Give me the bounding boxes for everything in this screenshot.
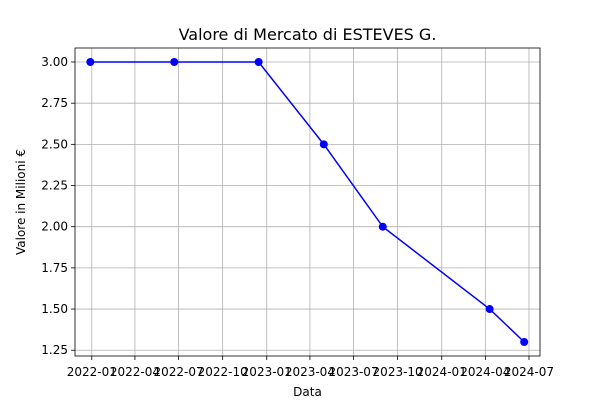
plot-series: [86, 58, 529, 346]
y-tick-label: 1.25: [41, 343, 68, 357]
y-tick-label: 1.50: [41, 302, 68, 316]
x-axis-ticks: 2022-012022-042022-072022-102023-012023-…: [67, 356, 554, 379]
x-tick-label: 2022-01: [67, 365, 117, 379]
series-line: [90, 61, 525, 343]
x-tick-label: 2023-04: [285, 365, 335, 379]
y-axis-ticks: 1.25 1.50 1.75 2.00 2.25 2.50 2.75 3.00: [41, 55, 75, 357]
data-point: [86, 58, 95, 66]
y-tick-label: 2.00: [41, 220, 68, 234]
y-tick-label: 2.25: [41, 179, 68, 193]
x-tick-label: 2022-04: [110, 365, 160, 379]
chart-title: Valore di Mercato di ESTEVES G.: [179, 25, 437, 44]
grid: [75, 48, 540, 356]
x-tick-label: 2024-04: [460, 365, 510, 379]
x-tick-label: 2023-07: [328, 365, 378, 379]
x-tick-label: 2024-07: [504, 365, 554, 379]
y-tick-label: 2.75: [41, 96, 68, 110]
data-point: [520, 338, 529, 346]
y-tick-label: 3.00: [41, 55, 68, 69]
plot-frame: [74, 47, 541, 357]
x-tick-label: 2024-01: [417, 365, 467, 379]
x-tick-label: 2023-01: [242, 365, 292, 379]
data-point: [378, 222, 387, 231]
y-tick-label: 2.50: [41, 137, 68, 151]
x-tick-label: 2022-07: [153, 365, 203, 379]
y-axis-label: Valore in Milioni €: [14, 149, 28, 255]
data-point: [485, 305, 494, 314]
x-tick-label: 2022-10: [198, 365, 248, 379]
x-tick-label: 2023-10: [373, 365, 423, 379]
x-axis-label: Data: [293, 385, 322, 399]
data-point: [170, 58, 179, 66]
y-tick-label: 1.75: [41, 261, 68, 275]
data-point: [254, 58, 263, 66]
data-point: [319, 140, 328, 149]
